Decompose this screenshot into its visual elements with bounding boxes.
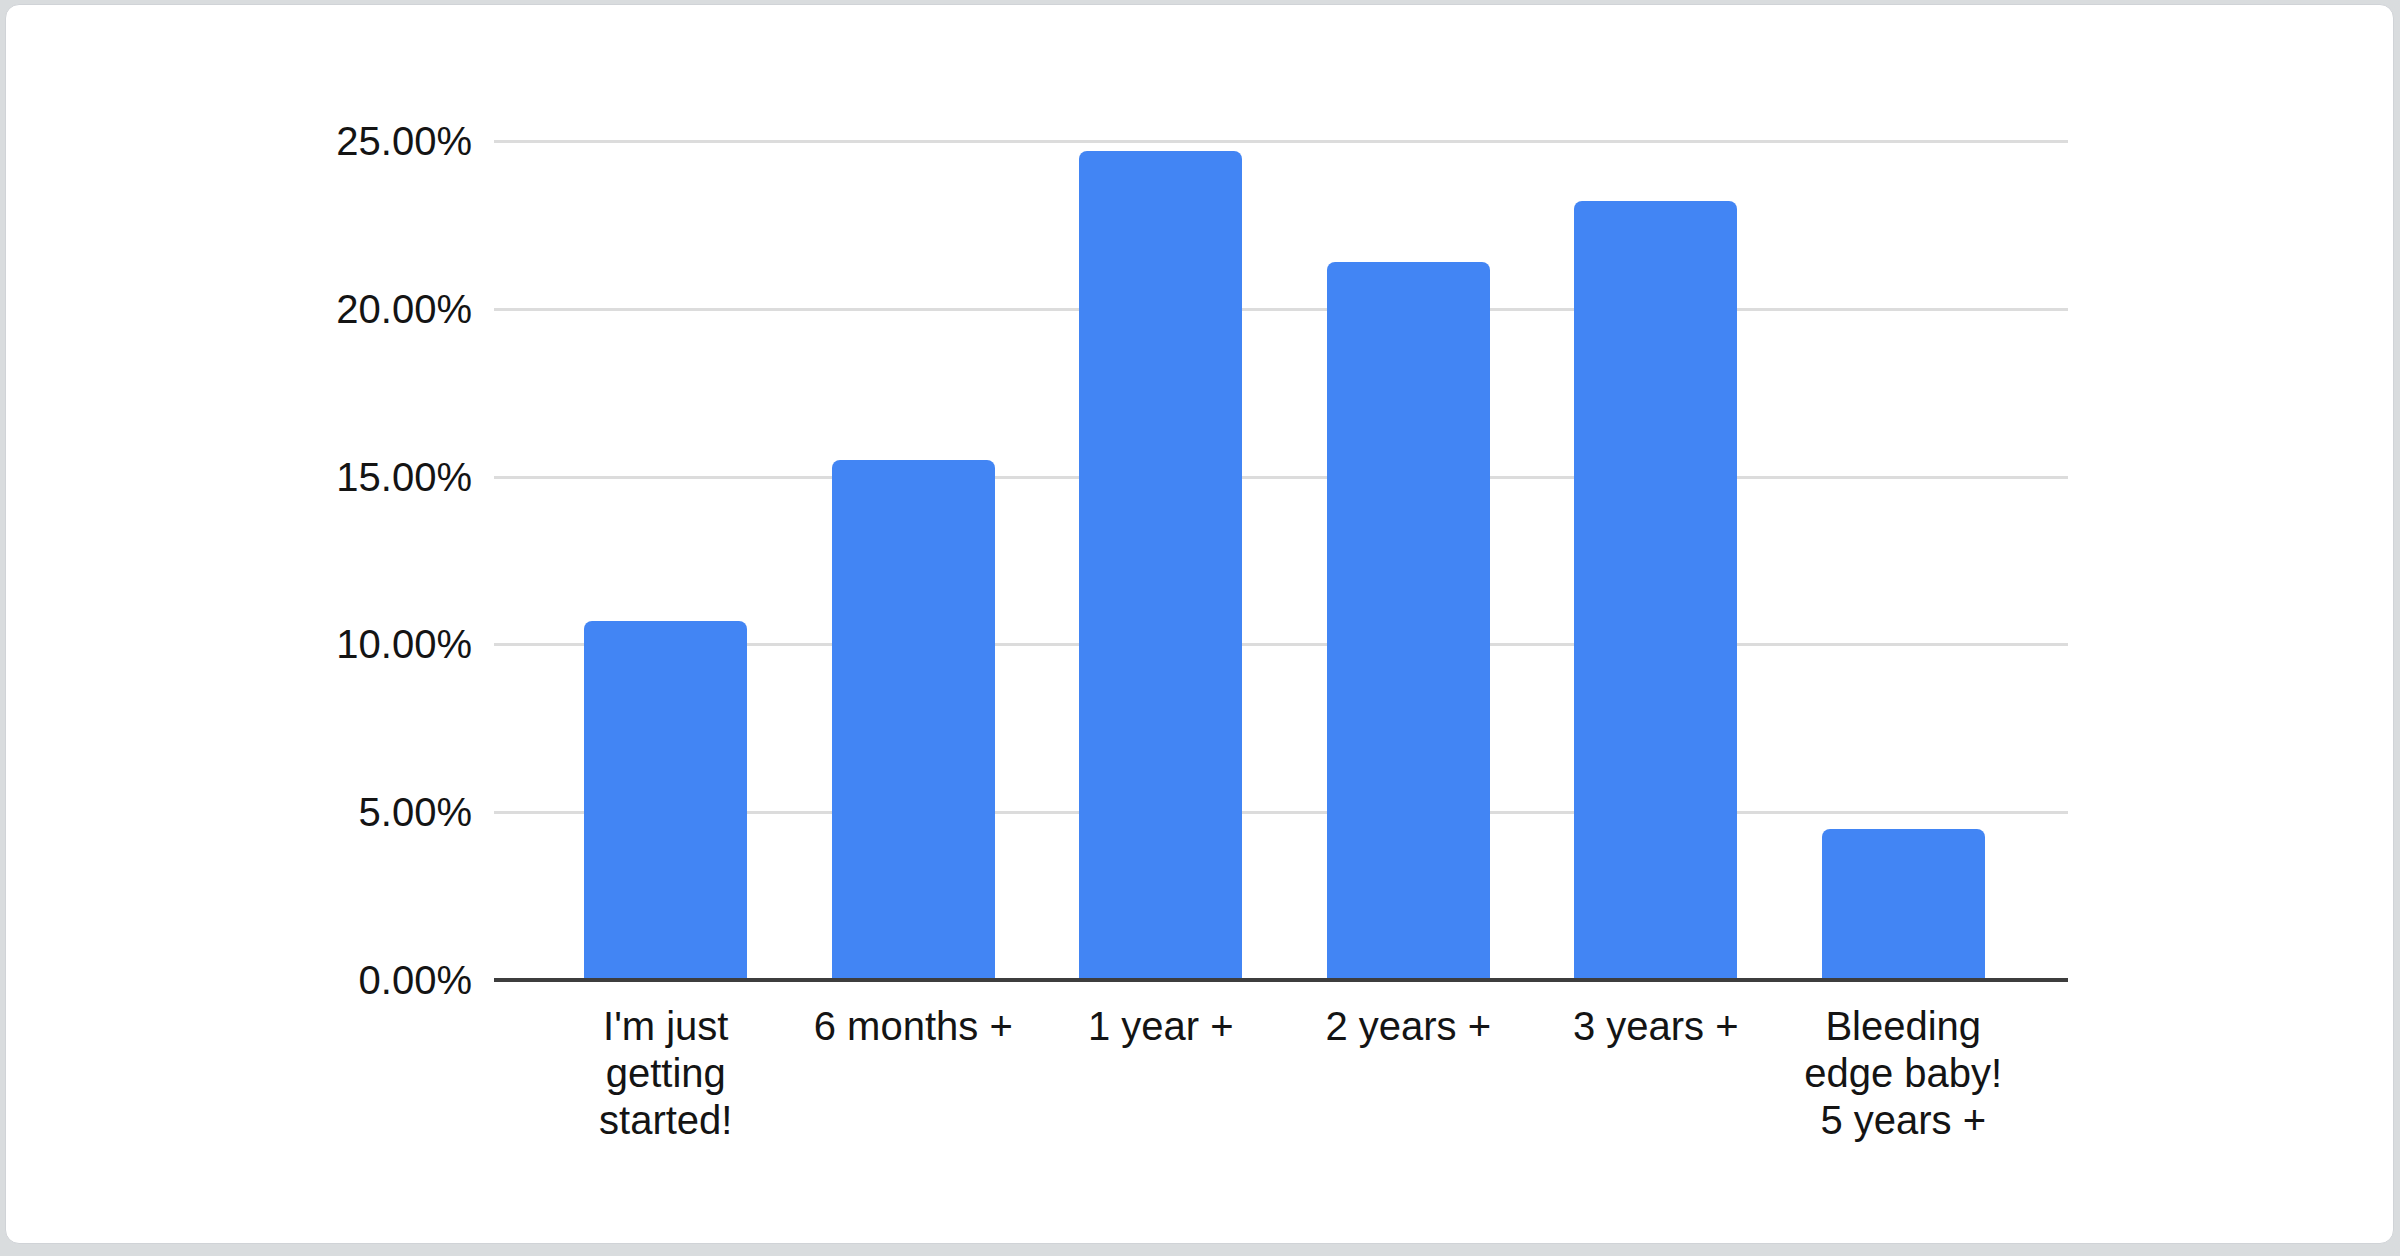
y-tick-label-15-00: 15.00% [212, 453, 472, 501]
x-axis-label-line: Bleeding [1780, 1003, 2028, 1050]
bar-1-year [1079, 151, 1242, 980]
x-axis-label-line: 6 months + [790, 1003, 1038, 1050]
gridline-15-00 [494, 476, 2068, 479]
x-axis-label-3-years: 3 years + [1532, 1003, 1780, 1050]
x-axis-line [494, 978, 2068, 982]
bar-3-years [1574, 201, 1737, 980]
x-axis-label-line: getting [542, 1050, 790, 1097]
x-axis-label-bleeding-edge-baby-5-years: Bleedingedge baby!5 years + [1780, 1003, 2028, 1144]
x-axis-label-1-year: 1 year + [1037, 1003, 1285, 1050]
y-tick-label-10-00: 10.00% [212, 620, 472, 668]
x-axis-label-line: 3 years + [1532, 1003, 1780, 1050]
chart-card: 0.00% 5.00% 10.00% 15.00% 20.00% 25.00% I'm ju… [5, 4, 2394, 1244]
x-axis-label-i-m-just-getting-started: I'm justgettingstarted! [542, 1003, 790, 1144]
x-axis-label-line: I'm just [542, 1003, 790, 1050]
x-axis-label-line: edge baby! [1780, 1050, 2028, 1097]
x-axis-label-line: 2 years + [1285, 1003, 1533, 1050]
bar-6-months [832, 460, 995, 980]
x-axis-label-line: started! [542, 1097, 790, 1144]
bar-i-m-just-getting-started [584, 621, 747, 980]
y-tick-label-0-00: 0.00% [212, 956, 472, 1004]
bar-bleeding-edge-baby-5-years [1822, 829, 1985, 980]
x-axis-label-line: 5 years + [1780, 1097, 2028, 1144]
y-tick-label-20-00: 20.00% [212, 285, 472, 333]
x-axis-label-line: 1 year + [1037, 1003, 1285, 1050]
x-axis-label-2-years: 2 years + [1285, 1003, 1533, 1050]
bar-chart: 0.00% 5.00% 10.00% 15.00% 20.00% 25.00% I'm ju… [6, 5, 2393, 1243]
gridline-20-00 [494, 308, 2068, 311]
gridline-25-00 [494, 140, 2068, 143]
y-tick-label-25-00: 25.00% [212, 117, 472, 165]
bar-2-years [1327, 262, 1490, 980]
x-axis-label-6-months: 6 months + [790, 1003, 1038, 1050]
y-tick-label-5-00: 5.00% [212, 788, 472, 836]
